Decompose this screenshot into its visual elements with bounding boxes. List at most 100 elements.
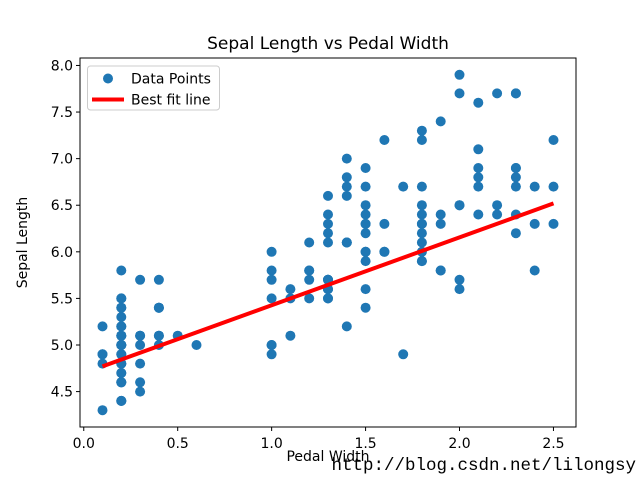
scatter-point <box>116 302 127 313</box>
y-tick-label: 6.5 <box>51 198 73 214</box>
scatter-point <box>116 312 127 322</box>
scatter-point <box>529 265 540 276</box>
scatter-point <box>285 330 296 341</box>
scatter-point <box>360 256 371 267</box>
scatter-point <box>304 265 315 276</box>
scatter-point <box>398 181 409 192</box>
scatter-point <box>360 302 371 313</box>
scatter-point <box>97 405 108 416</box>
scatter-point <box>135 377 146 388</box>
scatter-point <box>135 274 146 285</box>
scatter-point <box>341 321 352 332</box>
scatter-point <box>304 274 315 285</box>
scatter-point <box>153 302 164 313</box>
scatter-point <box>379 246 390 257</box>
scatter-point <box>266 293 277 304</box>
scatter-point <box>360 246 371 257</box>
scatter-point <box>360 284 371 295</box>
scatter-point <box>510 228 521 239</box>
scatter-point <box>435 209 446 220</box>
scatter-point <box>510 88 521 99</box>
scatter-point <box>304 293 315 304</box>
scatter-point <box>97 321 108 332</box>
legend-label-data-points: Data Points <box>131 72 211 88</box>
scatter-point <box>435 116 446 127</box>
scatter-point <box>135 340 146 350</box>
legend-label-best-fit: Best fit line <box>131 93 210 109</box>
scatter-point <box>266 246 277 257</box>
scatter-point <box>416 209 427 220</box>
scatter-point <box>416 125 427 136</box>
scatter-point <box>341 172 352 183</box>
scatter-point <box>492 88 503 99</box>
scatter-point <box>416 228 427 239</box>
x-tick-label: 0.0 <box>73 436 95 452</box>
legend: Data Points Best fit line <box>87 65 220 111</box>
scatter-point <box>191 340 202 350</box>
scatter-point <box>323 190 333 201</box>
scatter-point <box>323 228 333 239</box>
scatter-point <box>454 69 465 80</box>
scatter-point <box>266 340 277 350</box>
scatter-point <box>379 135 390 145</box>
scatter-point <box>360 163 371 173</box>
scatter-point <box>116 368 127 378</box>
scatter-point <box>153 274 164 285</box>
scatter-point <box>323 209 333 220</box>
scatter-point <box>323 293 333 304</box>
scatter-point <box>360 218 371 229</box>
scatter-point <box>492 200 503 211</box>
scatter-point <box>360 209 371 220</box>
scatter-point <box>454 200 465 211</box>
y-tick-label: 6.0 <box>51 245 73 261</box>
scatter-point <box>435 218 446 229</box>
best-fit-line-path <box>101 201 555 369</box>
scatter-point <box>341 153 352 164</box>
x-tick-label: 1.5 <box>354 436 376 452</box>
scatter-point <box>398 349 409 360</box>
scatter-point <box>510 163 521 173</box>
scatter-point <box>416 135 427 145</box>
y-tick-label: 8.0 <box>51 58 73 74</box>
scatter-point <box>454 274 465 285</box>
scatter-point <box>135 330 146 341</box>
scatter-points <box>97 69 559 416</box>
scatter-point <box>116 321 127 332</box>
scatter-point <box>529 218 540 229</box>
scatter-point <box>416 256 427 267</box>
scatter-point <box>304 237 315 248</box>
scatter-point <box>341 190 352 201</box>
x-axis-ticks: 0.0 0.5 1.0 1.5 2.0 2.5 <box>73 427 565 452</box>
chart-title: Sepal Length vs Pedal Width <box>207 34 449 54</box>
scatter-point <box>116 377 127 388</box>
scatter-point <box>510 181 521 192</box>
scatter-point <box>360 228 371 239</box>
scatter-point <box>435 265 446 276</box>
x-tick-label: 2.5 <box>542 436 564 452</box>
scatter-point <box>116 293 127 304</box>
plot-frame <box>79 57 577 428</box>
scatter-point <box>473 181 484 192</box>
y-axis-ticks: 4.5 5.0 5.5 6.0 6.5 7.0 7.5 8.0 <box>51 58 80 401</box>
scatter-point <box>473 144 484 155</box>
y-tick-label: 5.0 <box>51 338 73 354</box>
scatter-point <box>135 358 146 369</box>
scatter-point <box>116 340 127 350</box>
scatter-point <box>416 218 427 229</box>
best-fit-line <box>101 201 555 369</box>
scatter-point <box>473 163 484 173</box>
x-axis-label: Pedal Width <box>286 449 369 465</box>
scatter-point <box>416 181 427 192</box>
scatter-point <box>548 218 559 229</box>
y-tick-label: 5.5 <box>51 291 73 307</box>
scatter-point <box>360 181 371 192</box>
scatter-point <box>341 237 352 248</box>
scatter-point <box>341 181 352 192</box>
y-axis-label: Sepal Length <box>15 197 31 289</box>
scatter-point <box>266 265 277 276</box>
scatter-point <box>454 88 465 99</box>
scatter-point <box>97 349 108 360</box>
scatter-point <box>323 237 333 248</box>
